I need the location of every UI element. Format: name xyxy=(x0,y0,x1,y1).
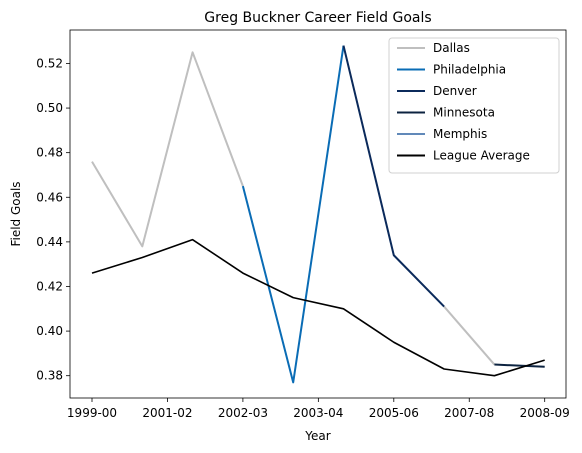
x-tick-label: 2002-03 xyxy=(218,406,268,420)
series-line-minnesota-0 xyxy=(494,363,545,368)
legend: Dallas Philadelphia Denver Minnesota Memphis… xyxy=(388,37,560,174)
y-axis: 0.38 0.40 0.42 0.44 0.46 0.48 0.50 0.52 xyxy=(36,56,70,383)
legend-label: Minnesota xyxy=(433,106,495,120)
x-tick-label: 1999-00 xyxy=(67,406,117,420)
y-tick-label: 0.40 xyxy=(36,324,63,338)
series-line-dallas-1 xyxy=(443,305,496,366)
legend-label: League Average xyxy=(433,149,530,163)
series-line-denver-0 xyxy=(342,45,445,308)
legend-label: Philadelphia xyxy=(433,63,506,77)
x-axis: 1999-00 2001-02 2002-03 2003-04 2005-06 2007-… xyxy=(67,398,570,420)
chart-title: Greg Buckner Career Field Goals xyxy=(204,10,431,26)
y-axis-label: Field Goals xyxy=(9,181,23,246)
x-tick-label: 2005-06 xyxy=(369,406,419,420)
legend-label: Memphis xyxy=(433,127,487,141)
series-line-philadelphia-0 xyxy=(241,45,345,384)
legend-box xyxy=(388,37,560,174)
legend-label: Dallas xyxy=(433,41,470,55)
x-tick-label: 2001-02 xyxy=(142,406,192,420)
x-tick-label: 2008-09 xyxy=(520,406,570,420)
y-tick-label: 0.52 xyxy=(36,56,63,70)
y-tick-label: 0.44 xyxy=(36,235,63,249)
y-tick-label: 0.50 xyxy=(36,101,63,115)
y-tick-label: 0.46 xyxy=(36,190,63,204)
x-tick-label: 2003-04 xyxy=(293,406,343,420)
x-axis-label: Year xyxy=(304,429,330,443)
series-line-dallas-0 xyxy=(91,51,244,248)
y-tick-label: 0.42 xyxy=(36,279,63,293)
y-tick-label: 0.48 xyxy=(36,146,63,160)
x-tick-label: 2007-08 xyxy=(444,406,494,420)
series-line-league-average-0 xyxy=(91,238,545,377)
y-tick-label: 0.38 xyxy=(36,369,63,383)
legend-label: Denver xyxy=(433,84,477,98)
series-lines xyxy=(91,45,545,384)
